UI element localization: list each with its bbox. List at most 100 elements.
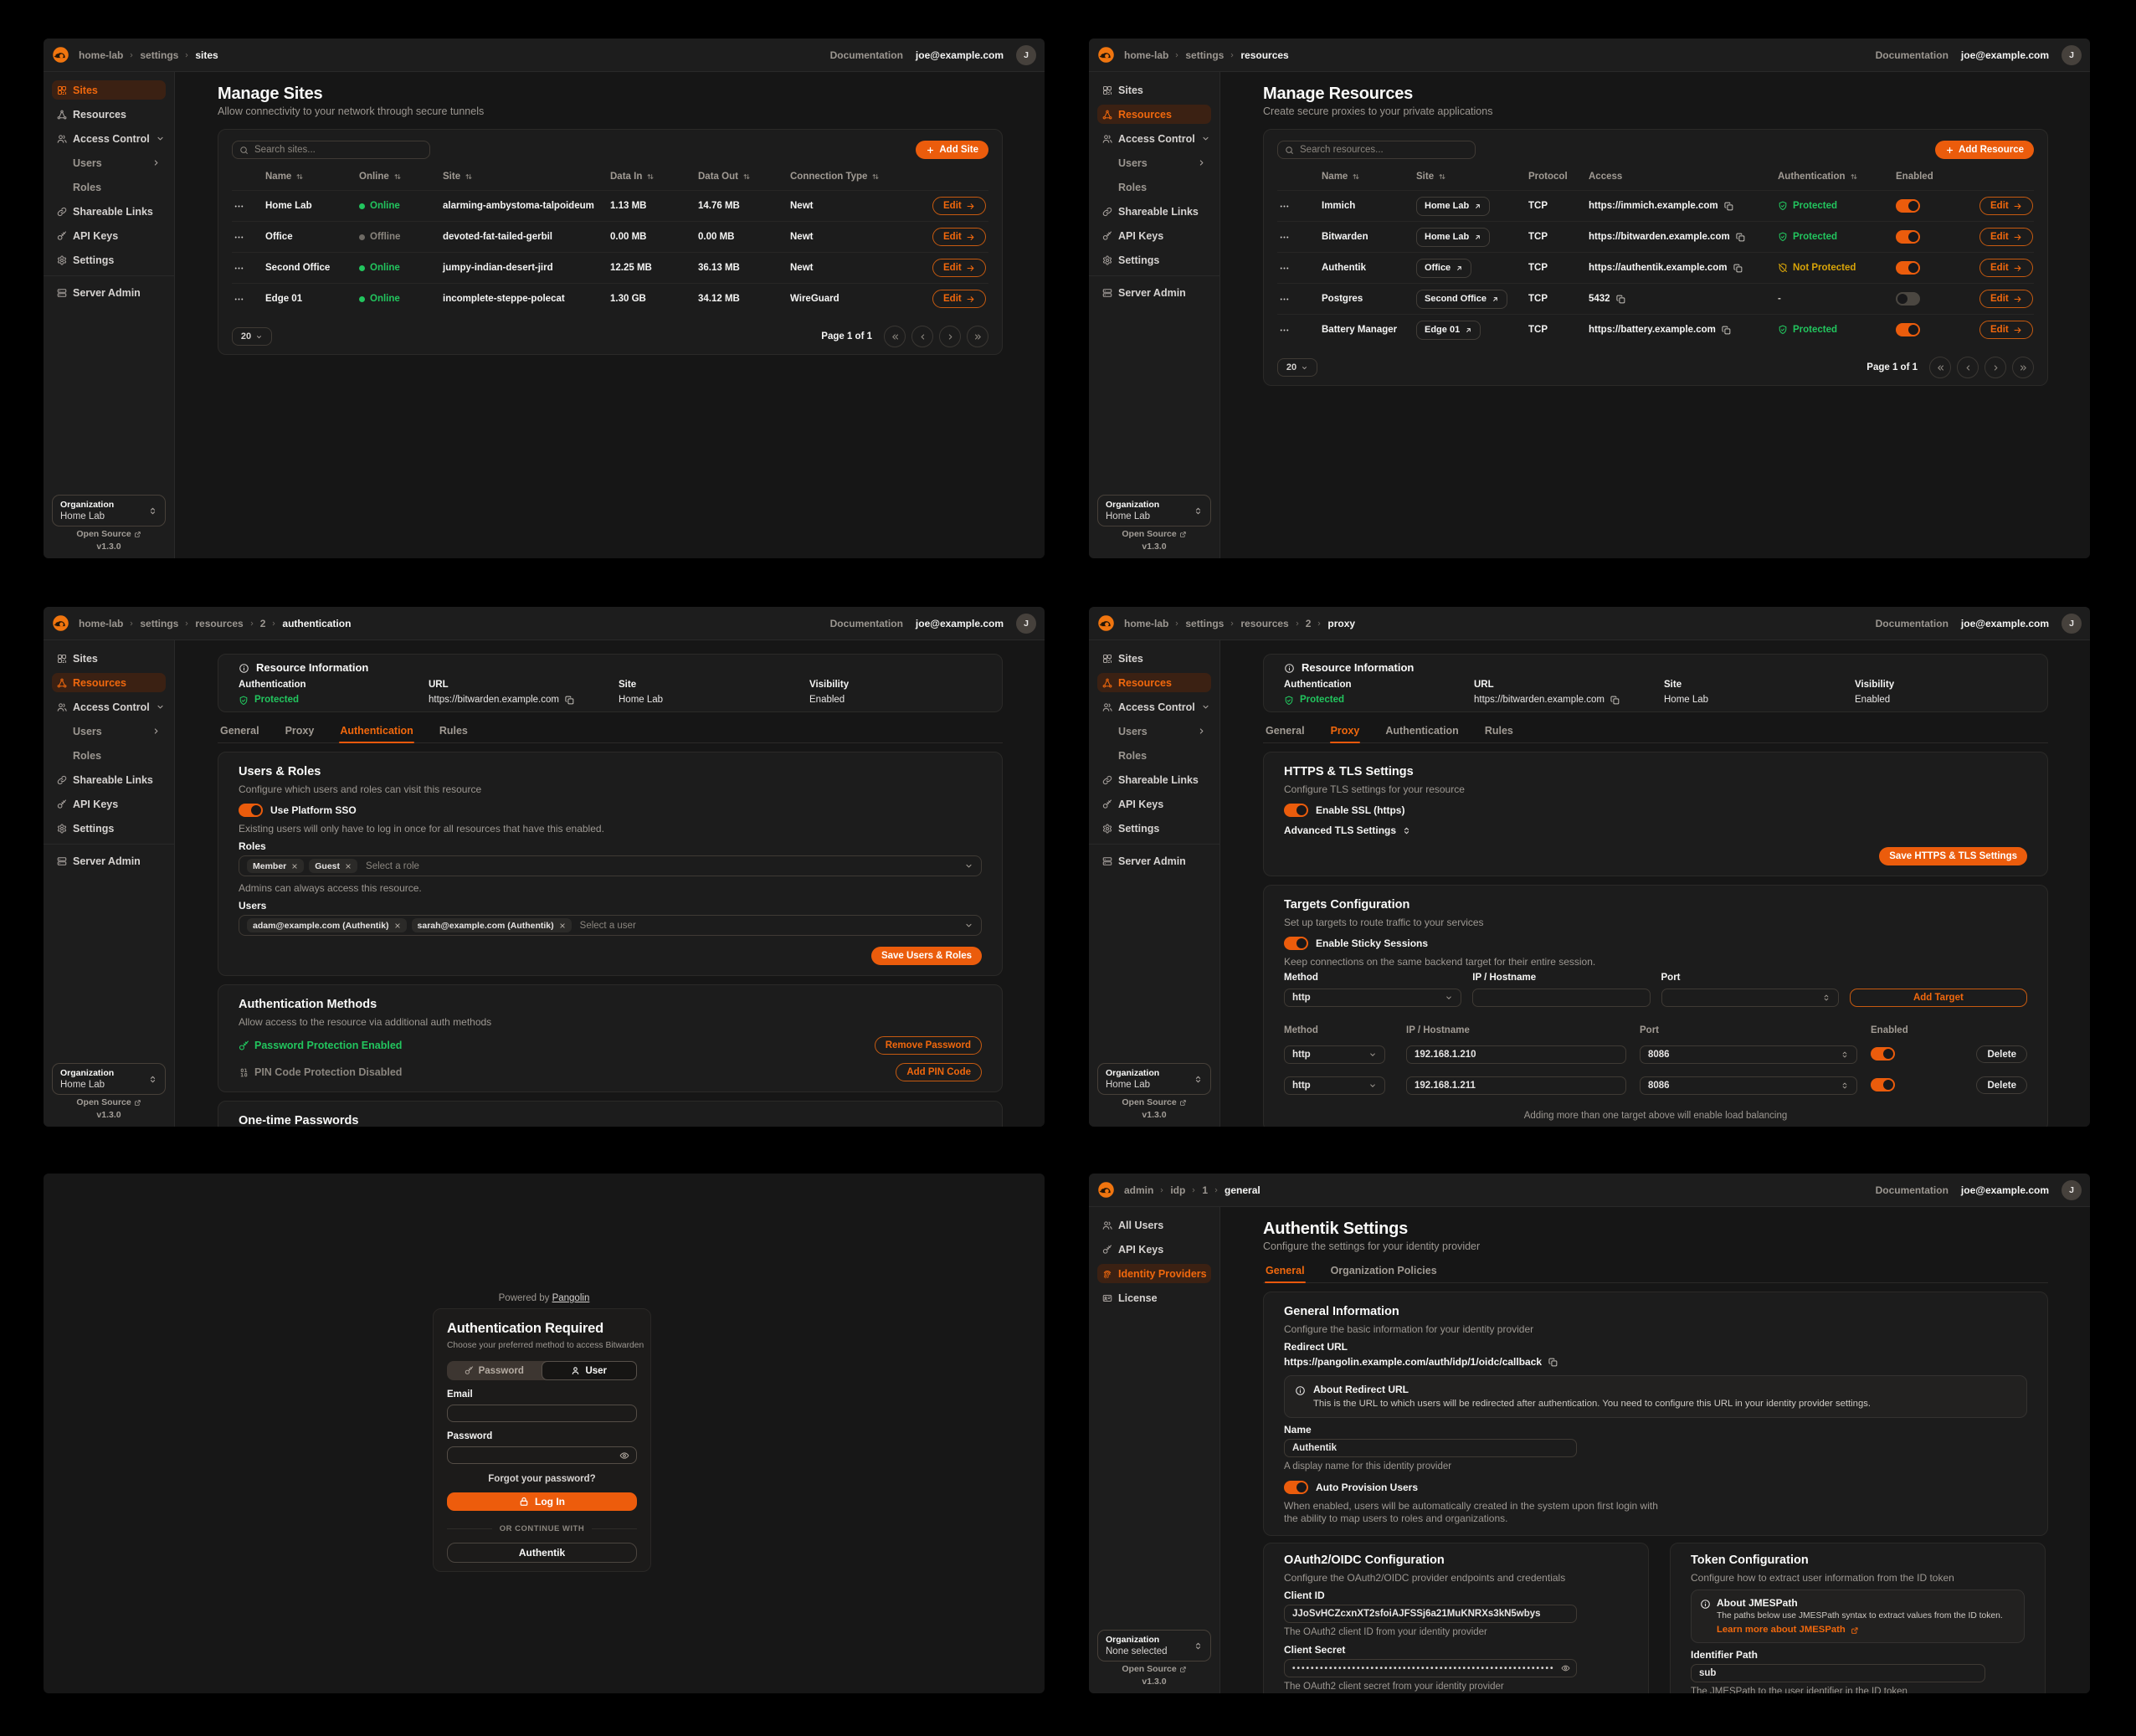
row-menu-button[interactable] xyxy=(1277,263,1322,274)
sidebar-item-roles[interactable]: Roles xyxy=(52,746,166,765)
sidebar-item-api-keys[interactable]: API Keys xyxy=(1097,1240,1211,1259)
edit-button[interactable]: Edit xyxy=(1979,290,2033,308)
column-header-online[interactable]: Online xyxy=(359,172,443,182)
auto-provision-toggle[interactable] xyxy=(1284,1481,1308,1494)
delete-target-button[interactable]: Delete xyxy=(1976,1045,2027,1063)
documentation-link[interactable]: Documentation xyxy=(1875,617,1949,629)
client-id-input[interactable]: JJoSvHCZcxnXT2sfoiAJFSSj6a21MuKNRXs3kN5w… xyxy=(1284,1605,1577,1623)
sidebar-item-sites[interactable]: Sites xyxy=(1097,649,1211,668)
tab-proxy[interactable]: Proxy xyxy=(1329,725,1361,743)
enabled-toggle[interactable] xyxy=(1896,261,1920,275)
target-port-input[interactable]: 8086 xyxy=(1640,1045,1857,1064)
prev-page-button[interactable] xyxy=(911,326,933,347)
site-link-button[interactable]: Home Lab xyxy=(1416,227,1491,247)
search-input[interactable]: Search sites... xyxy=(232,141,430,159)
last-page-button[interactable] xyxy=(967,326,988,347)
tab-rules[interactable]: Rules xyxy=(1484,725,1513,737)
copy-button[interactable] xyxy=(1736,233,1745,242)
breadcrumb-item[interactable]: settings xyxy=(1185,49,1225,61)
sidebar-item-shareable-links[interactable]: Shareable Links xyxy=(1097,770,1211,789)
remove-password-button[interactable]: Remove Password xyxy=(874,1036,982,1055)
roles-multiselect[interactable]: Member Guest Select a role xyxy=(239,855,982,876)
site-link-button[interactable]: Second Office xyxy=(1416,289,1507,309)
port-input[interactable] xyxy=(1661,989,1839,1007)
tab-user[interactable]: User xyxy=(541,1361,637,1380)
avatar[interactable]: J xyxy=(2062,1179,2082,1200)
column-header-data-in[interactable]: Data In xyxy=(610,172,698,182)
avatar[interactable]: J xyxy=(1016,613,1036,634)
delete-target-button[interactable]: Delete xyxy=(1976,1076,2027,1094)
sidebar-item-resources[interactable]: Resources xyxy=(1097,673,1211,692)
target-ip-input[interactable]: 192.168.1.211 xyxy=(1406,1076,1626,1095)
row-menu-button[interactable] xyxy=(1277,232,1322,243)
breadcrumb-item[interactable]: 1 xyxy=(1202,1184,1209,1196)
edit-button[interactable]: Edit xyxy=(1979,197,2033,215)
next-page-button[interactable] xyxy=(939,326,961,347)
column-header-site[interactable]: Site xyxy=(1416,172,1528,182)
documentation-link[interactable]: Documentation xyxy=(829,617,903,629)
row-menu-button[interactable] xyxy=(232,232,265,243)
breadcrumb-item[interactable]: home-lab xyxy=(1124,49,1169,61)
user-email[interactable]: joe@example.com xyxy=(915,49,1004,61)
tab-rules[interactable]: Rules xyxy=(439,725,468,737)
open-source-link[interactable]: Open Source xyxy=(1089,1097,1219,1107)
breadcrumb-item[interactable]: resources xyxy=(195,617,244,629)
user-email[interactable]: joe@example.com xyxy=(1960,617,2049,629)
target-enabled-toggle[interactable] xyxy=(1871,1078,1895,1092)
edit-button[interactable]: Edit xyxy=(932,228,986,246)
sidebar-item-shareable-links[interactable]: Shareable Links xyxy=(1097,202,1211,221)
breadcrumb-item[interactable]: home-lab xyxy=(1124,617,1169,629)
sidebar-item-resources[interactable]: Resources xyxy=(52,105,166,124)
save-https-tls-button[interactable]: Save HTTPS & TLS Settings xyxy=(1879,847,2027,865)
ip-hostname-input[interactable] xyxy=(1472,989,1651,1007)
breadcrumb-item[interactable]: 2 xyxy=(259,617,266,629)
enable-ssl-toggle[interactable] xyxy=(1284,804,1308,817)
row-menu-button[interactable] xyxy=(232,201,265,212)
copy-button[interactable] xyxy=(1616,295,1625,304)
edit-button[interactable]: Edit xyxy=(932,259,986,277)
sidebar-item-server-admin[interactable]: Server Admin xyxy=(1097,851,1211,871)
sidebar-item-api-keys[interactable]: API Keys xyxy=(1097,794,1211,814)
avatar[interactable]: J xyxy=(2062,44,2082,65)
password-input[interactable] xyxy=(447,1446,637,1464)
breadcrumb-item[interactable]: settings xyxy=(1185,617,1225,629)
sidebar-item-settings[interactable]: Settings xyxy=(52,819,166,838)
user-chip[interactable]: adam@example.com (Authentik) xyxy=(247,918,407,932)
user-email[interactable]: joe@example.com xyxy=(1960,1184,2049,1196)
add-target-button[interactable]: Add Target xyxy=(1849,989,2027,1007)
jmespath-link[interactable]: Learn more about JMESPath xyxy=(1717,1625,1859,1636)
name-input[interactable]: Authentik xyxy=(1284,1439,1577,1457)
sidebar-item-users[interactable]: Users xyxy=(52,153,166,172)
add-pin-code-button[interactable]: Add PIN Code xyxy=(896,1063,982,1081)
breadcrumb-item[interactable]: admin xyxy=(1124,1184,1154,1196)
forgot-password-link[interactable]: Forgot your password? xyxy=(488,1474,596,1484)
row-menu-button[interactable] xyxy=(1277,201,1322,212)
edit-button[interactable]: Edit xyxy=(1979,259,2033,277)
sidebar-item-users[interactable]: Users xyxy=(1097,153,1211,172)
organization-select[interactable]: Organization Home Lab xyxy=(52,1063,166,1095)
next-page-button[interactable] xyxy=(1985,357,2006,378)
sidebar-item-access-control[interactable]: Access Control xyxy=(1097,697,1211,716)
row-menu-button[interactable] xyxy=(232,263,265,274)
first-page-button[interactable] xyxy=(884,326,906,347)
page-size-select[interactable]: 20 xyxy=(1277,358,1317,377)
authentik-button[interactable]: Authentik xyxy=(447,1543,637,1563)
edit-button[interactable]: Edit xyxy=(932,290,986,308)
tab-general[interactable]: General xyxy=(1265,1265,1306,1283)
eye-icon[interactable] xyxy=(1561,1664,1570,1673)
open-source-link[interactable]: Open Source xyxy=(1089,1664,1219,1674)
enabled-toggle[interactable] xyxy=(1896,230,1920,244)
tab-authentication[interactable]: Authentication xyxy=(1385,725,1459,737)
documentation-link[interactable]: Documentation xyxy=(829,49,903,61)
sidebar-item-all-users[interactable]: All Users xyxy=(1097,1215,1211,1235)
sidebar-item-roles[interactable]: Roles xyxy=(1097,746,1211,765)
user-email[interactable]: joe@example.com xyxy=(915,617,1004,629)
organization-select[interactable]: Organization Home Lab xyxy=(1097,495,1211,526)
pangolin-link[interactable]: Pangolin xyxy=(552,1293,590,1303)
role-chip[interactable]: Member xyxy=(247,859,305,873)
edit-button[interactable]: Edit xyxy=(1979,228,2033,246)
sidebar-item-license[interactable]: License xyxy=(1097,1288,1211,1307)
sidebar-item-roles[interactable]: Roles xyxy=(1097,177,1211,197)
tab-general[interactable]: General xyxy=(220,725,259,737)
user-chip[interactable]: sarah@example.com (Authentik) xyxy=(411,918,572,932)
